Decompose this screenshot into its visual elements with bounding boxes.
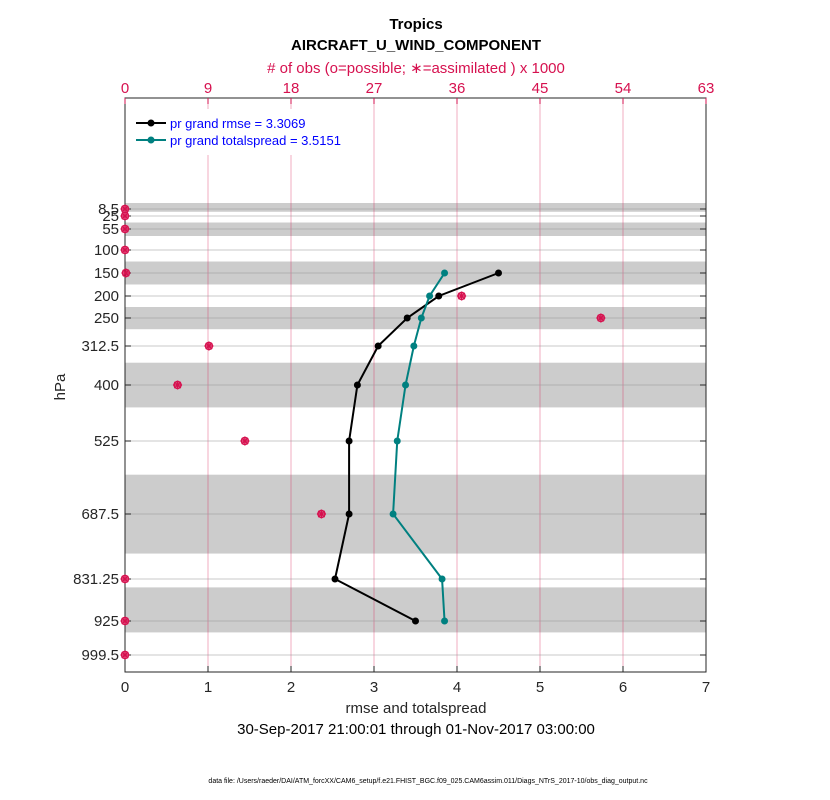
- obs-assimilated-7: [204, 341, 214, 351]
- series-1-point-3: [410, 342, 418, 350]
- x-tick-label-4: 4: [453, 679, 461, 696]
- chart-title: Tropics: [389, 16, 442, 33]
- y-tick-label-3: 100: [94, 242, 119, 259]
- y-tick-label-8: 400: [94, 377, 119, 394]
- top-tick-label-45: 45: [532, 80, 549, 97]
- series-1-point-7: [438, 575, 446, 583]
- top-tick-label-63: 63: [698, 80, 715, 97]
- x-tick-label-6: 6: [619, 679, 627, 696]
- y-tick-label-9: 525: [94, 433, 119, 450]
- legend-box: [129, 109, 359, 155]
- obs-assimilated-11: [120, 574, 130, 584]
- obs-assimilated-6: [596, 313, 606, 323]
- obs-assimilated-9: [240, 436, 250, 446]
- obs-assimilated-stroke: [122, 269, 130, 277]
- top-axis: 0 9 18 27 36 45 54 63: [121, 80, 715, 104]
- obs-assimilated-stroke: [121, 205, 129, 213]
- obs-assimilated-stroke: [205, 342, 213, 350]
- obs-assimilated-stroke: [317, 510, 326, 518]
- obs-assimilated-stroke: [597, 314, 605, 322]
- y-tick-label-11: 831.25: [73, 571, 119, 588]
- footer-file: data file: /Users/raeder/DAI/ATM_forcXX/…: [208, 778, 648, 785]
- obs-assimilated-stroke: [121, 225, 129, 233]
- y-tick-label-0: 8.5: [98, 201, 119, 218]
- x-tick-label-7: 7: [702, 679, 710, 696]
- x-tick-label-3: 3: [370, 679, 378, 696]
- legend-marker-spread: [147, 136, 155, 144]
- series-0-point-4: [353, 381, 361, 389]
- obs-assimilated-10: [316, 509, 326, 519]
- obs-assimilated-8: [173, 380, 183, 390]
- legend-spread: pr grand totalspread = 3.5151: [170, 133, 341, 148]
- series-1-point-1: [426, 292, 434, 300]
- x-tick-label-5: 5: [536, 679, 544, 696]
- series-1-point-6: [389, 510, 397, 518]
- obs-assimilated-3: [120, 245, 130, 255]
- date-range: 30-Sep-2017 21:00:01 through 01-Nov-2017…: [237, 721, 595, 738]
- y-tick-label-2: 55: [102, 221, 119, 238]
- y-tick-label-5: 200: [94, 288, 119, 305]
- y-axis-label: hPa: [52, 373, 69, 400]
- top-tick-label-27: 27: [366, 80, 383, 97]
- obs-assimilated-4: [121, 268, 131, 278]
- obs-assimilated-stroke: [121, 651, 129, 659]
- y-tick-label-4: 150: [94, 265, 119, 282]
- series-1-point-5: [393, 437, 401, 445]
- obs-assimilated-stroke: [121, 212, 129, 220]
- top-tick-label-36: 36: [449, 80, 466, 97]
- series-1-point-0: [441, 269, 449, 277]
- series-0-point-8: [412, 617, 419, 625]
- obs-assimilated-stroke: [241, 437, 249, 445]
- x-tick-label-1: 1: [204, 679, 212, 696]
- obs-assimilated-stroke: [121, 246, 129, 254]
- top-axis-label: # of obs (o=possible; ∗=assimilated ) x …: [267, 60, 565, 77]
- y-tick-label-7: 312.5: [81, 338, 119, 355]
- legend: pr grand rmse = 3.3069 pr grand totalspr…: [129, 109, 359, 155]
- obs-assimilated-13: [120, 650, 130, 660]
- obs-assimilated-5: [457, 291, 467, 301]
- obs-count-markers: [120, 204, 606, 660]
- series-1-point-8: [441, 617, 449, 625]
- obs-assimilated-stroke: [173, 381, 182, 389]
- y-tick-label-12: 925: [94, 613, 119, 630]
- series-1-point-4: [402, 381, 410, 389]
- series-0-point-2: [403, 314, 411, 322]
- obs-assimilated-stroke: [121, 575, 129, 583]
- series-1-point-2: [417, 314, 425, 322]
- y-tick-label-10: 687.5: [81, 506, 119, 523]
- obs-assimilated-1: [120, 211, 130, 221]
- obs-assimilated-2: [120, 224, 130, 234]
- obs-assimilated-stroke: [457, 292, 466, 300]
- top-tick-label-54: 54: [615, 80, 632, 97]
- bottom-axis: 0 1 2 3 4 5 6 7: [121, 666, 710, 696]
- chart-subtitle: AIRCRAFT_U_WIND_COMPONENT: [291, 37, 541, 54]
- x-tick-label-2: 2: [287, 679, 295, 696]
- series-0-point-3: [374, 342, 382, 350]
- shaded-band-6: [125, 587, 706, 633]
- series-0-point-1: [435, 292, 443, 300]
- obs-assimilated-12: [120, 616, 130, 626]
- y-tick-label-13: 999.5: [81, 647, 119, 664]
- top-tick-label-18: 18: [283, 80, 300, 97]
- top-tick-label-0: 0: [121, 80, 129, 97]
- horizontal-gridlines: [125, 208, 706, 656]
- series-0-point-5: [345, 437, 353, 445]
- x-tick-label-0: 0: [121, 679, 129, 696]
- y-tick-label-1: 25: [102, 208, 119, 225]
- y-tick-label-6: 250: [94, 310, 119, 327]
- series-0-point-7: [331, 575, 339, 583]
- series-0-point-0: [495, 269, 502, 277]
- legend-marker-rmse: [147, 119, 155, 127]
- x-axis-label: rmse and totalspread: [346, 700, 487, 717]
- series-0-point-6: [345, 510, 353, 518]
- top-tick-label-9: 9: [204, 80, 212, 97]
- shaded-band-0: [125, 203, 706, 212]
- legend-rmse: pr grand rmse = 3.3069: [170, 116, 306, 131]
- series-lines: [331, 269, 502, 625]
- obs-assimilated-stroke: [121, 617, 129, 625]
